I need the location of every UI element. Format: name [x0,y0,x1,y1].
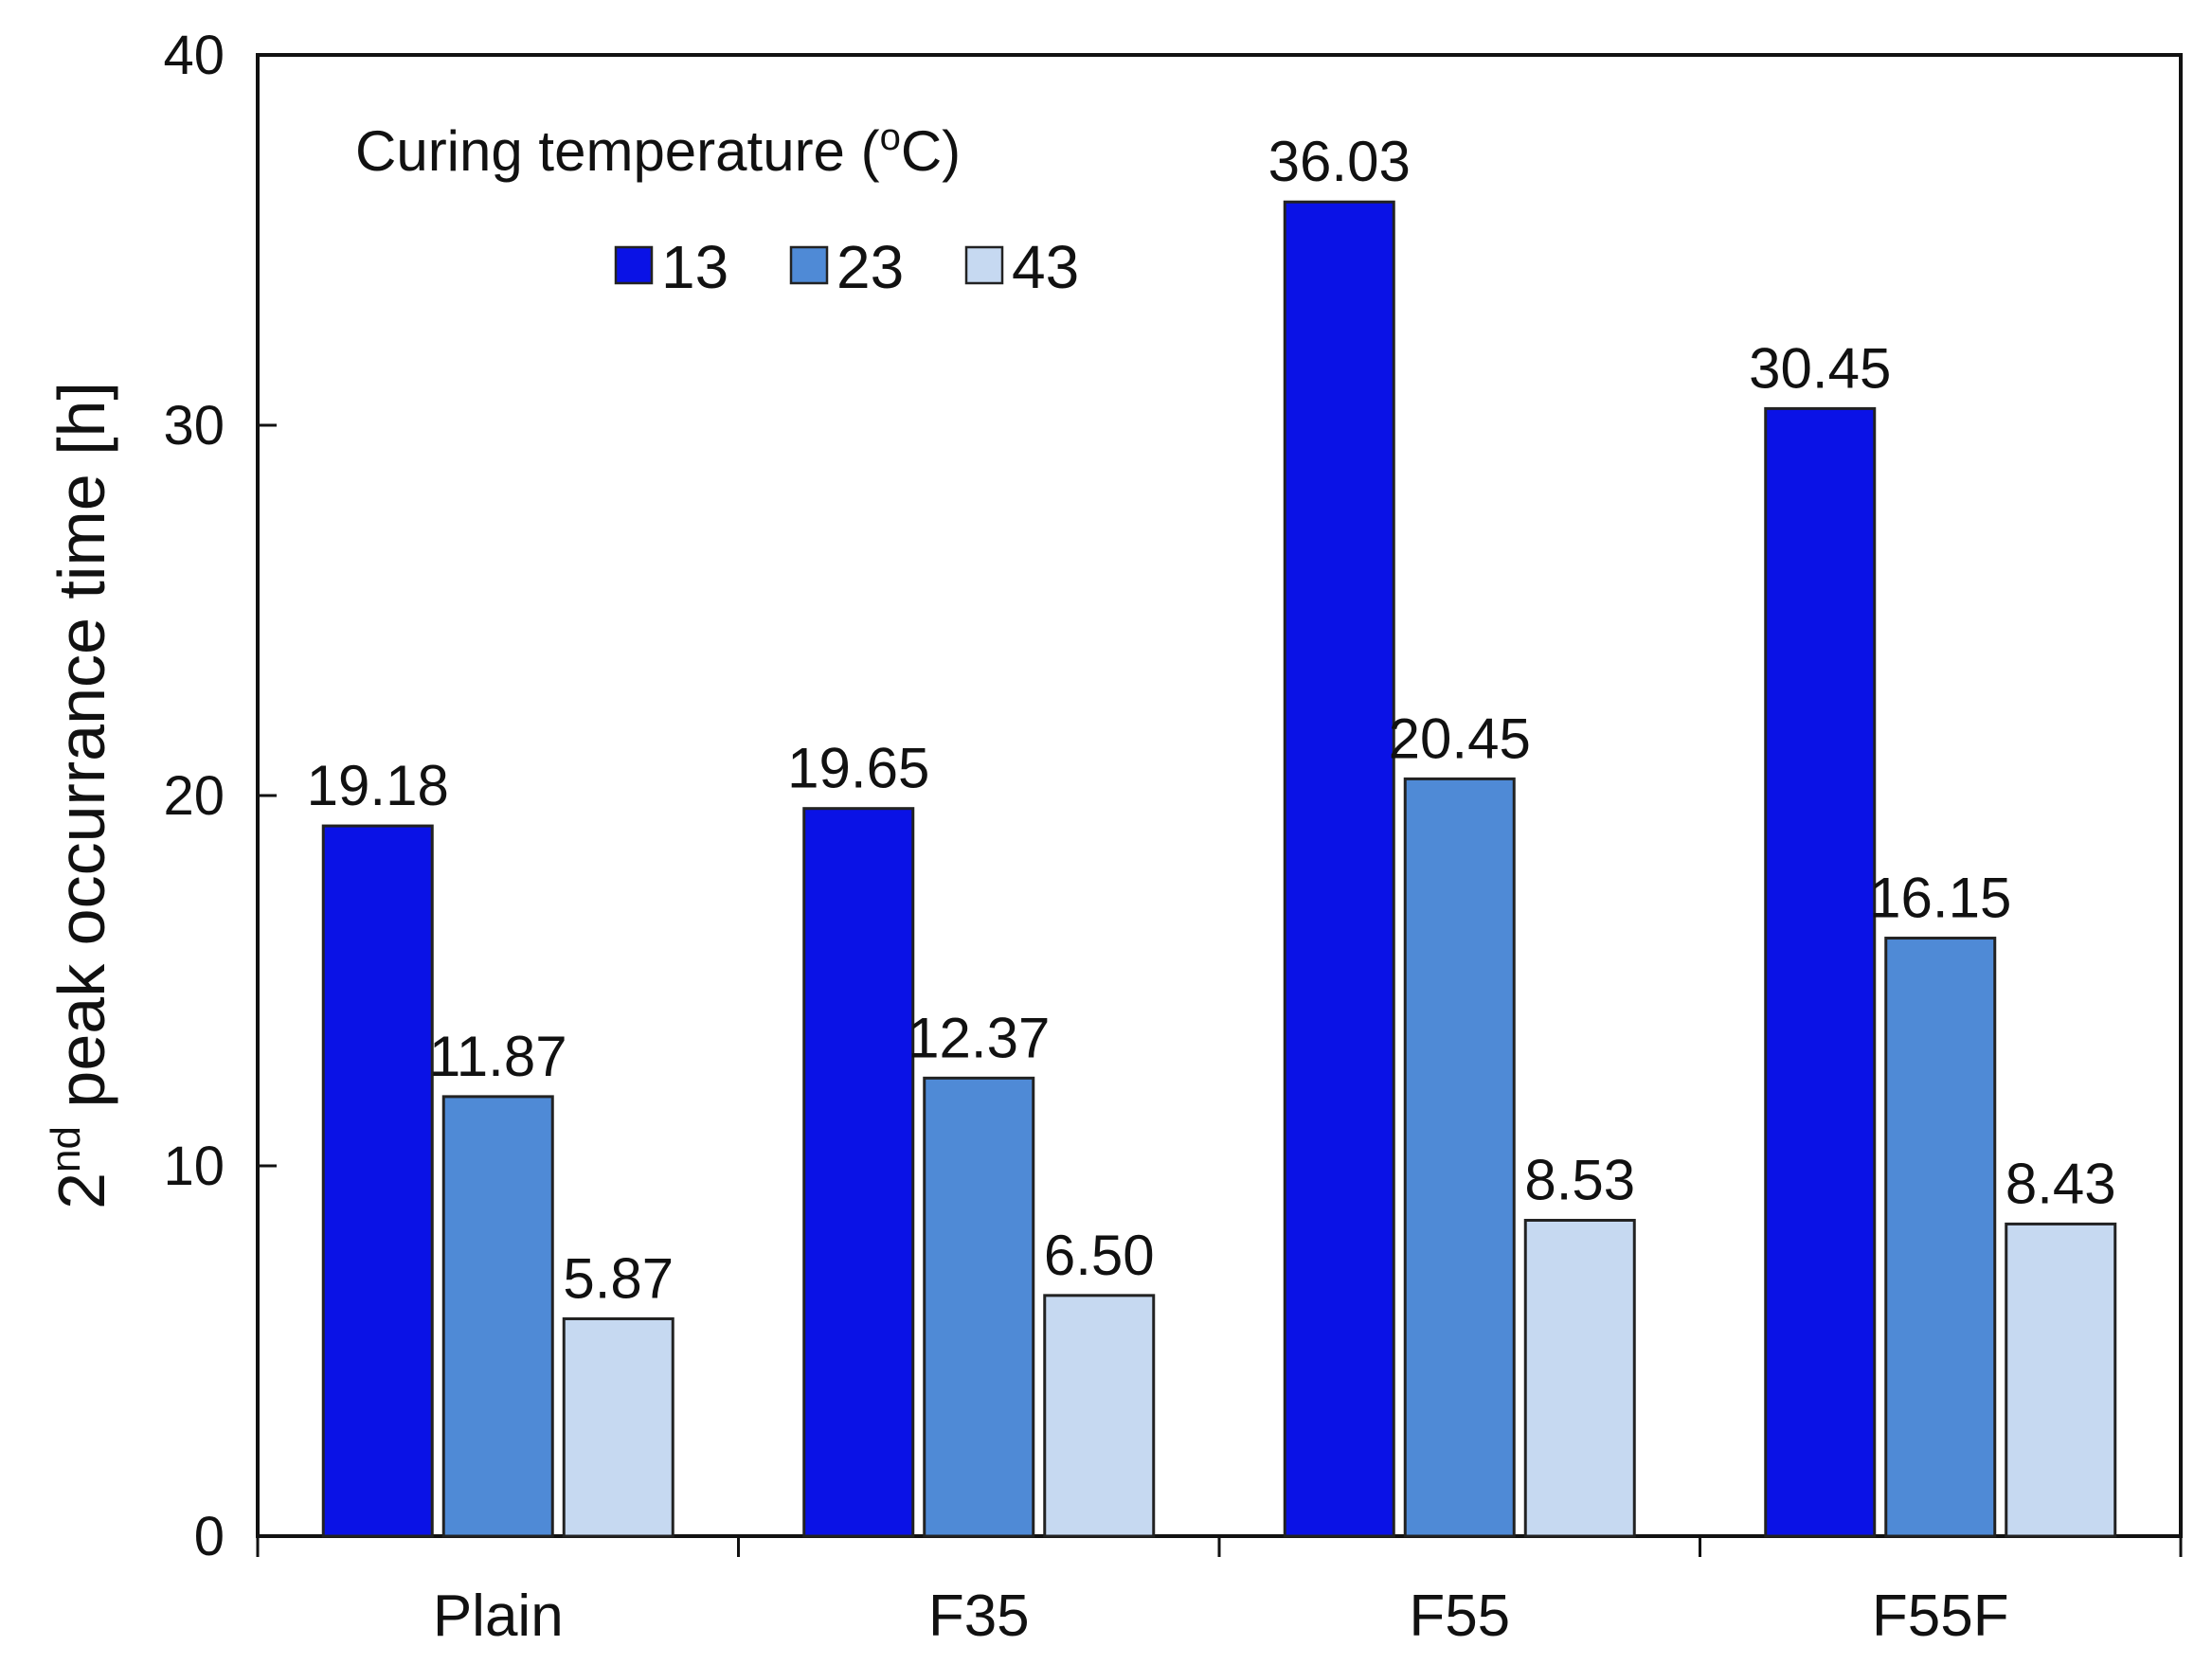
bar-f55-23 [1403,777,1516,1538]
x-category-label: F55F [1872,1583,2009,1649]
bar-plain-23 [441,1095,554,1538]
legend-swatch-23 [789,245,829,285]
bar-f55f-43 [2005,1222,2117,1538]
bars-layer [321,200,2117,1538]
bar-f55-13 [1283,200,1395,1538]
legend-swatch-43 [964,245,1004,285]
data-label: 19.18 [307,754,449,817]
y-axis-label: 2nd peak occurrance time [h] [43,382,118,1209]
legend-label-43: 43 [1012,233,1079,301]
data-label: 30.45 [1749,336,1891,400]
y-tick-label: 30 [163,395,225,456]
data-label: 8.43 [2005,1152,2116,1215]
bar-f35-23 [923,1076,1035,1538]
bar-f55-43 [1523,1218,1636,1538]
data-label: 16.15 [1869,867,2011,930]
y-tick-label: 10 [163,1136,225,1197]
data-label: 11.87 [429,1025,567,1088]
y-axis: 0 10 20 30 40 [163,25,277,1567]
x-category-label: Plain [433,1583,564,1649]
x-axis: Plain F35 F55 F55F [256,1536,2183,1649]
x-category-label: F35 [928,1583,1030,1649]
legend-label-13: 13 [661,233,728,301]
data-label: 5.87 [563,1246,674,1310]
y-tick-label: 40 [163,25,225,86]
bar-f55f-13 [1764,406,1877,1538]
y-tick-label: 20 [163,765,225,827]
data-label: 6.50 [1044,1224,1155,1287]
data-label: 20.45 [1389,707,1531,770]
data-labels-layer: 19.18 11.87 5.87 19.65 12.37 6.50 36.03 20.45 8.… [307,130,2116,1310]
bar-f35-43 [1043,1294,1156,1538]
y-tick-label: 0 [194,1506,225,1567]
data-label: 8.53 [1524,1148,1635,1211]
bar-f35-13 [802,807,915,1538]
legend-label-23: 23 [836,233,904,301]
bar-plain-13 [321,824,434,1538]
legend-title: Curing temperature (oC) [355,116,961,183]
bar-plain-43 [562,1316,674,1538]
legend-swatch-13 [614,245,654,285]
bar-f55f-23 [1884,937,1997,1538]
data-label: 36.03 [1268,130,1411,193]
data-label: 12.37 [908,1006,1050,1069]
legend-items: 13 23 43 [614,233,1079,301]
legend: Curing temperature (oC) 13 23 43 [355,116,1079,301]
data-label: 19.65 [787,737,929,800]
x-category-label: F55 [1409,1583,1510,1649]
